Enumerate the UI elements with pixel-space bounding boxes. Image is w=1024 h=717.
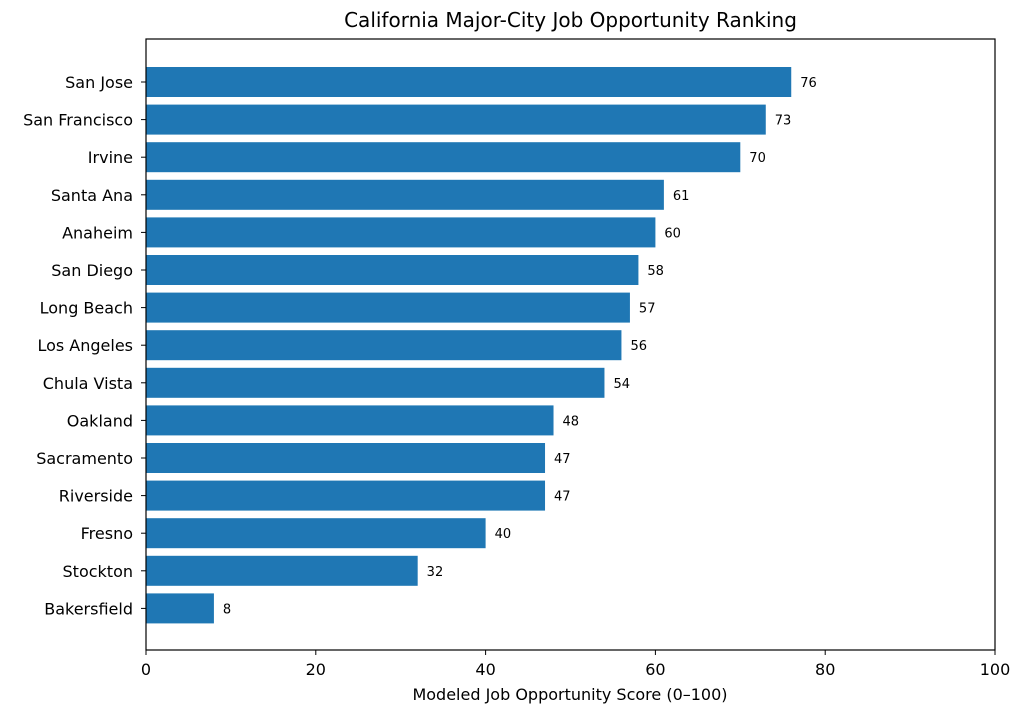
x-tick-label: 20 <box>306 660 326 679</box>
x-tick-label: 80 <box>815 660 835 679</box>
bar <box>146 593 214 624</box>
bar <box>146 405 554 436</box>
data-label: 70 <box>749 151 766 166</box>
data-label: 47 <box>554 490 571 505</box>
bar <box>146 555 418 586</box>
y-tick-label: Bakersfield <box>44 599 133 618</box>
data-label: 8 <box>223 602 231 617</box>
bar <box>146 443 546 473</box>
x-tick-label: 40 <box>475 660 495 679</box>
bar <box>146 104 766 135</box>
y-tick-label: Sacramento <box>36 449 133 468</box>
data-label: 57 <box>639 302 656 317</box>
bars-group <box>146 67 792 624</box>
plot-frame <box>145 38 996 651</box>
bar <box>146 330 622 361</box>
y-tick-label: Los Angeles <box>37 336 133 355</box>
data-label: 58 <box>647 264 664 279</box>
data-label: 76 <box>800 76 817 91</box>
data-label: 47 <box>554 452 571 467</box>
y-tick-label: San Diego <box>51 261 133 280</box>
data-label: 60 <box>664 226 681 241</box>
y-tick-label: Anaheim <box>62 223 133 242</box>
bar <box>146 67 792 97</box>
y-tick-label: San Francisco <box>23 111 133 130</box>
x-axis-label: Modeled Job Opportunity Score (0–100) <box>412 685 727 704</box>
x-tick-label: 60 <box>645 660 665 679</box>
data-label: 32 <box>427 565 444 580</box>
y-tick-label: Fresno <box>81 524 133 543</box>
x-tick-label: 0 <box>141 660 151 679</box>
bar <box>146 217 656 248</box>
chart-title: California Major-City Job Opportunity Ra… <box>344 8 797 32</box>
y-tick-labels: San Jose San Francisco Irvine Santa Ana Anah… <box>23 73 146 618</box>
y-tick-label: Irvine <box>88 148 133 167</box>
x-axis: 0 20 40 60 80 100 <box>141 650 1010 679</box>
y-tick-label: San Jose <box>65 73 133 92</box>
data-label: 54 <box>613 377 630 392</box>
data-labels: 76 73 70 61 60 58 57 56 54 48 47 47 40 32 8 <box>223 76 817 617</box>
data-label: 40 <box>495 527 512 542</box>
bar <box>146 480 546 511</box>
y-tick-label: Chula Vista <box>43 374 133 393</box>
bar <box>146 292 630 323</box>
y-tick-label: Oakland <box>67 411 133 430</box>
bar <box>146 142 741 173</box>
data-label: 56 <box>630 339 647 354</box>
bar <box>146 179 664 210</box>
y-tick-label: Long Beach <box>40 299 133 318</box>
x-tick-label: 100 <box>980 660 1011 679</box>
data-label: 48 <box>563 414 580 429</box>
bar <box>146 255 639 285</box>
bar <box>146 367 605 398</box>
data-label: 61 <box>673 189 690 204</box>
y-tick-label: Riverside <box>59 487 133 506</box>
y-tick-label: Stockton <box>63 562 133 581</box>
y-tick-label: Santa Ana <box>51 186 133 205</box>
data-label: 73 <box>775 114 792 129</box>
bar <box>146 518 486 549</box>
